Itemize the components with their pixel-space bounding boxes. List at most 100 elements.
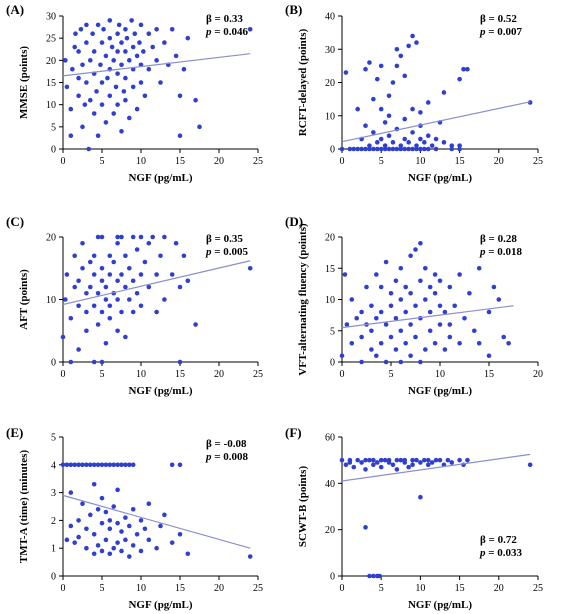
- x-tick-label: 25: [533, 583, 543, 594]
- data-point: [90, 31, 95, 37]
- data-point: [363, 146, 368, 152]
- data-point: [115, 71, 120, 76]
- y-tick-label: 0: [51, 358, 56, 369]
- data-point: [386, 146, 392, 152]
- data-point: [378, 457, 384, 463]
- data-point: [418, 136, 423, 142]
- data-point: [123, 515, 128, 520]
- data-point: [107, 518, 113, 523]
- data-point: [123, 49, 128, 54]
- y-tick-label: 0: [51, 145, 56, 156]
- y-tick-label: 40: [325, 12, 335, 23]
- data-point: [115, 520, 120, 526]
- data-point: [418, 359, 423, 365]
- data-point: [177, 93, 183, 99]
- data-point: [374, 76, 380, 82]
- data-point: [427, 284, 433, 290]
- data-point: [76, 75, 81, 81]
- data-point: [449, 146, 455, 152]
- x-tick-label: 25: [533, 156, 543, 167]
- data-point: [383, 359, 389, 365]
- data-point: [247, 265, 253, 271]
- data-point: [445, 457, 451, 463]
- data-point: [173, 53, 179, 59]
- data-point: [123, 334, 128, 340]
- data-point: [371, 457, 376, 463]
- data-point: [185, 35, 191, 41]
- data-point: [80, 124, 85, 130]
- data-point: [378, 340, 384, 346]
- data-point: [398, 265, 404, 271]
- data-point: [363, 123, 368, 129]
- data-point: [351, 146, 357, 152]
- x-tick-label: 25: [253, 369, 263, 380]
- data-point: [418, 460, 423, 465]
- data-point: [363, 457, 368, 463]
- data-point: [398, 143, 404, 148]
- data-point: [342, 272, 348, 277]
- data-point: [103, 297, 109, 302]
- data-point: [76, 49, 81, 54]
- data-point: [84, 80, 89, 85]
- panel-e: (E) 0 5 10 15 20 25 0 1 2 3 4 5 NGF (pg/mL) TMT-A (tim…: [6, 425, 263, 611]
- x-tick-label: 0: [340, 369, 345, 380]
- data-point: [115, 487, 120, 493]
- x-tick-label: 5: [100, 583, 105, 594]
- data-point: [377, 573, 382, 579]
- data-point: [80, 462, 85, 468]
- data-point: [344, 322, 350, 327]
- data-point: [374, 140, 380, 145]
- beta-stat: β = 0.33: [206, 13, 243, 25]
- data-point: [91, 111, 97, 116]
- data-point: [130, 278, 136, 284]
- y-tick-label: 20: [46, 56, 56, 67]
- data-point: [68, 359, 74, 365]
- data-point: [95, 133, 101, 138]
- p-value: = 0.005: [214, 246, 248, 258]
- data-point: [437, 303, 443, 309]
- x-tick-label: 5: [389, 369, 394, 380]
- data-point: [95, 22, 101, 28]
- data-point: [418, 146, 423, 152]
- data-point: [137, 40, 142, 45]
- x-axis-label: NGF (pg/mL): [128, 172, 192, 184]
- data-point: [394, 46, 400, 52]
- y-tick-label: 25: [46, 34, 56, 45]
- data-point: [423, 297, 428, 302]
- beta-stat: β = 0.35: [206, 233, 243, 245]
- data-point: [465, 457, 470, 463]
- data-point: [442, 309, 448, 315]
- data-point: [116, 22, 122, 28]
- data-point: [398, 146, 404, 152]
- data-point: [355, 457, 360, 463]
- data-point: [68, 523, 74, 529]
- data-point: [63, 58, 68, 63]
- data-point: [427, 328, 433, 334]
- data-point: [99, 495, 105, 501]
- data-point: [437, 457, 443, 463]
- data-point: [146, 66, 152, 72]
- data-point: [103, 509, 109, 515]
- data-point: [386, 93, 392, 99]
- data-point: [119, 462, 124, 468]
- data-point: [146, 240, 152, 246]
- data-point: [107, 462, 113, 468]
- data-point: [403, 309, 409, 315]
- data-point: [107, 551, 113, 557]
- data-point: [193, 97, 198, 103]
- data-point: [127, 265, 132, 271]
- y-tick-label: 30: [325, 45, 335, 56]
- data-point: [127, 115, 132, 121]
- data-point: [107, 315, 113, 321]
- data-point: [402, 457, 408, 463]
- data-point: [386, 113, 392, 119]
- data-point: [371, 462, 376, 468]
- data-point: [374, 146, 380, 152]
- data-point: [386, 457, 392, 463]
- data-point: [169, 27, 175, 32]
- data-point: [414, 143, 419, 148]
- x-tick-label: 15: [175, 369, 185, 380]
- data-point: [527, 462, 533, 468]
- data-point: [457, 146, 462, 152]
- beta-stat: β = -0.08: [206, 438, 247, 450]
